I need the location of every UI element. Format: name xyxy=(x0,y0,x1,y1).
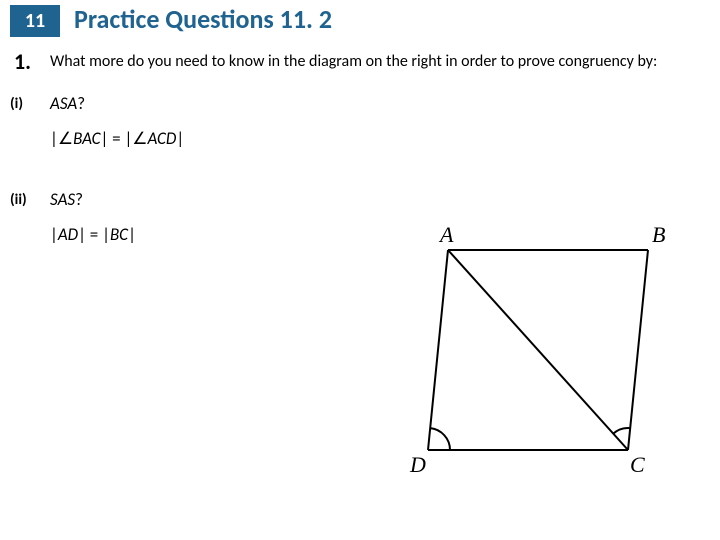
part-i-prompt-text: ASA xyxy=(50,93,77,114)
svg-text:A: A xyxy=(438,222,454,247)
question-row: 1. What more do you need to know in the … xyxy=(0,48,720,75)
svg-text:D: D xyxy=(409,452,426,477)
question-text: What more do you need to know in the dia… xyxy=(50,48,657,75)
part-ii-prompt: SAS? xyxy=(50,189,83,210)
page-title: Practice Questions 11. 2 xyxy=(74,3,332,35)
ans-i-close: | xyxy=(176,128,184,149)
ans-i-angle1: BAC xyxy=(73,128,100,149)
part-ii-prompt-text: SAS xyxy=(50,189,75,210)
ans-i-angle2: ACD xyxy=(148,128,177,149)
svg-text:B: B xyxy=(652,222,665,247)
chapter-badge: 11 xyxy=(10,5,60,37)
svg-text:C: C xyxy=(630,452,645,477)
question-number: 1. xyxy=(14,48,50,75)
part-i-label: (i) xyxy=(10,93,50,114)
angle-icon: ∠ xyxy=(132,129,147,148)
geometry-diagram: A B C D xyxy=(398,220,698,500)
part-i-prompt: ASA? xyxy=(50,93,85,114)
angle-icon: ∠ xyxy=(58,129,73,148)
page-header: 11 Practice Questions 11. 2 xyxy=(0,0,720,38)
ans-i-mid: | = | xyxy=(100,128,132,149)
part-ii-row: (ii) SAS? xyxy=(0,189,720,210)
part-ii-label: (ii) xyxy=(10,189,50,210)
part-i-row: (i) ASA? xyxy=(0,93,720,114)
ans-i-open: | xyxy=(50,128,58,149)
part-i-answer: |∠BAC| = |∠ACD| xyxy=(50,128,720,149)
